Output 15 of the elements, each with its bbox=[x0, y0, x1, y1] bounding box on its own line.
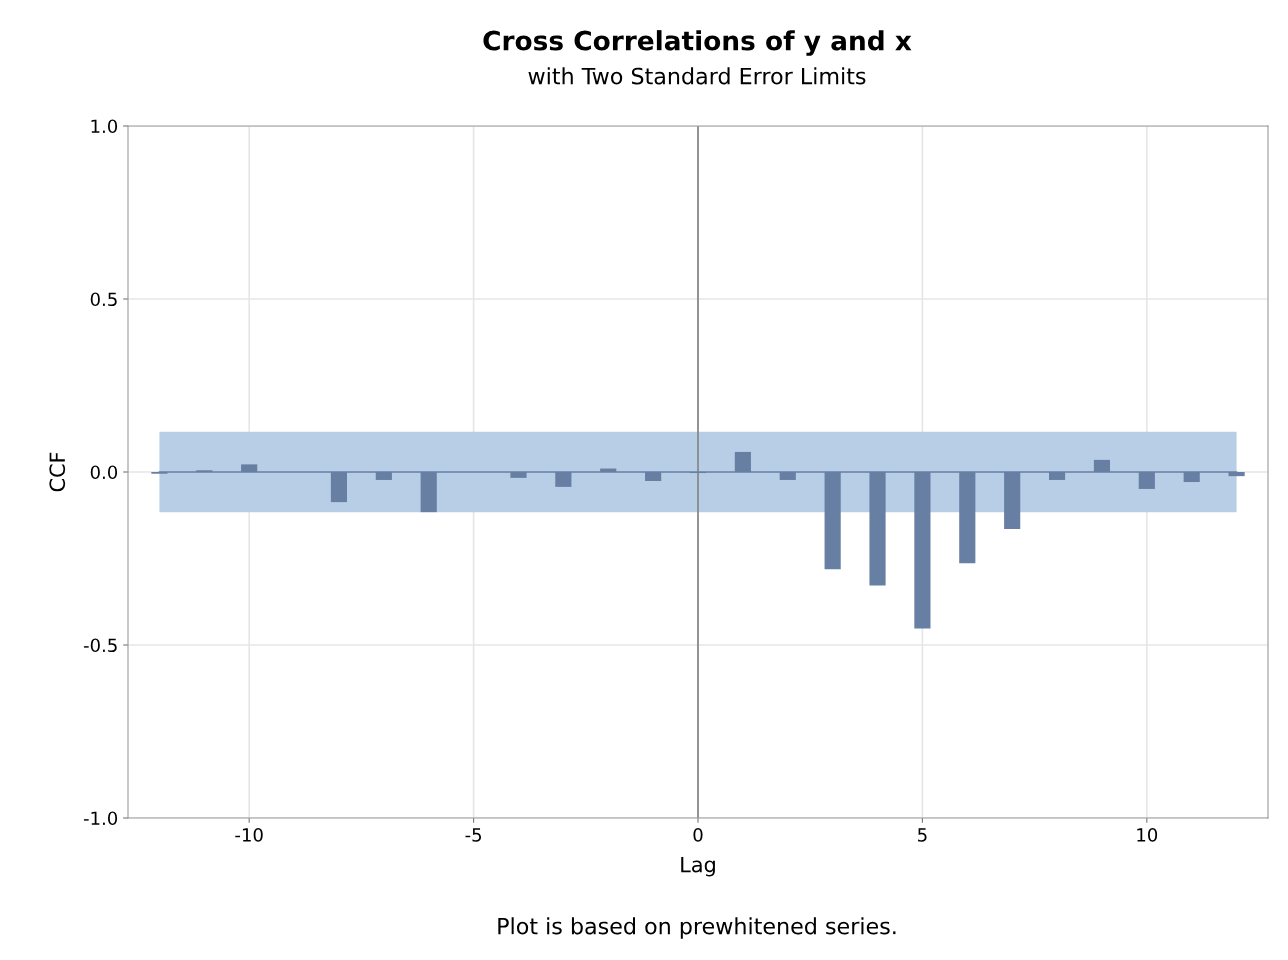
y-tick-label: -1.0 bbox=[83, 811, 118, 826]
y-axis-title: CCF bbox=[49, 452, 66, 492]
y-tick-label: 1.0 bbox=[91, 119, 118, 134]
chart-subtitle: with Two Standard Error Limits bbox=[528, 67, 866, 85]
y-tick-label: -0.5 bbox=[83, 638, 117, 653]
x-tick-label: -10 bbox=[235, 828, 263, 842]
y-tick-label: 0.0 bbox=[90, 465, 118, 480]
text: Plot is based on prewhitened series. bbox=[498, 917, 896, 939]
x-tick-label: 10 bbox=[1137, 828, 1158, 842]
x-tick-label: -5 bbox=[465, 828, 482, 842]
chart-title: Cross Correlations of y and x bbox=[483, 30, 912, 56]
x-tick-label: 5 bbox=[918, 828, 927, 842]
x-tick-label: 0 bbox=[693, 828, 703, 842]
y-tick-label: 0.5 bbox=[90, 292, 117, 307]
x-axis-title: Lag bbox=[681, 856, 715, 877]
